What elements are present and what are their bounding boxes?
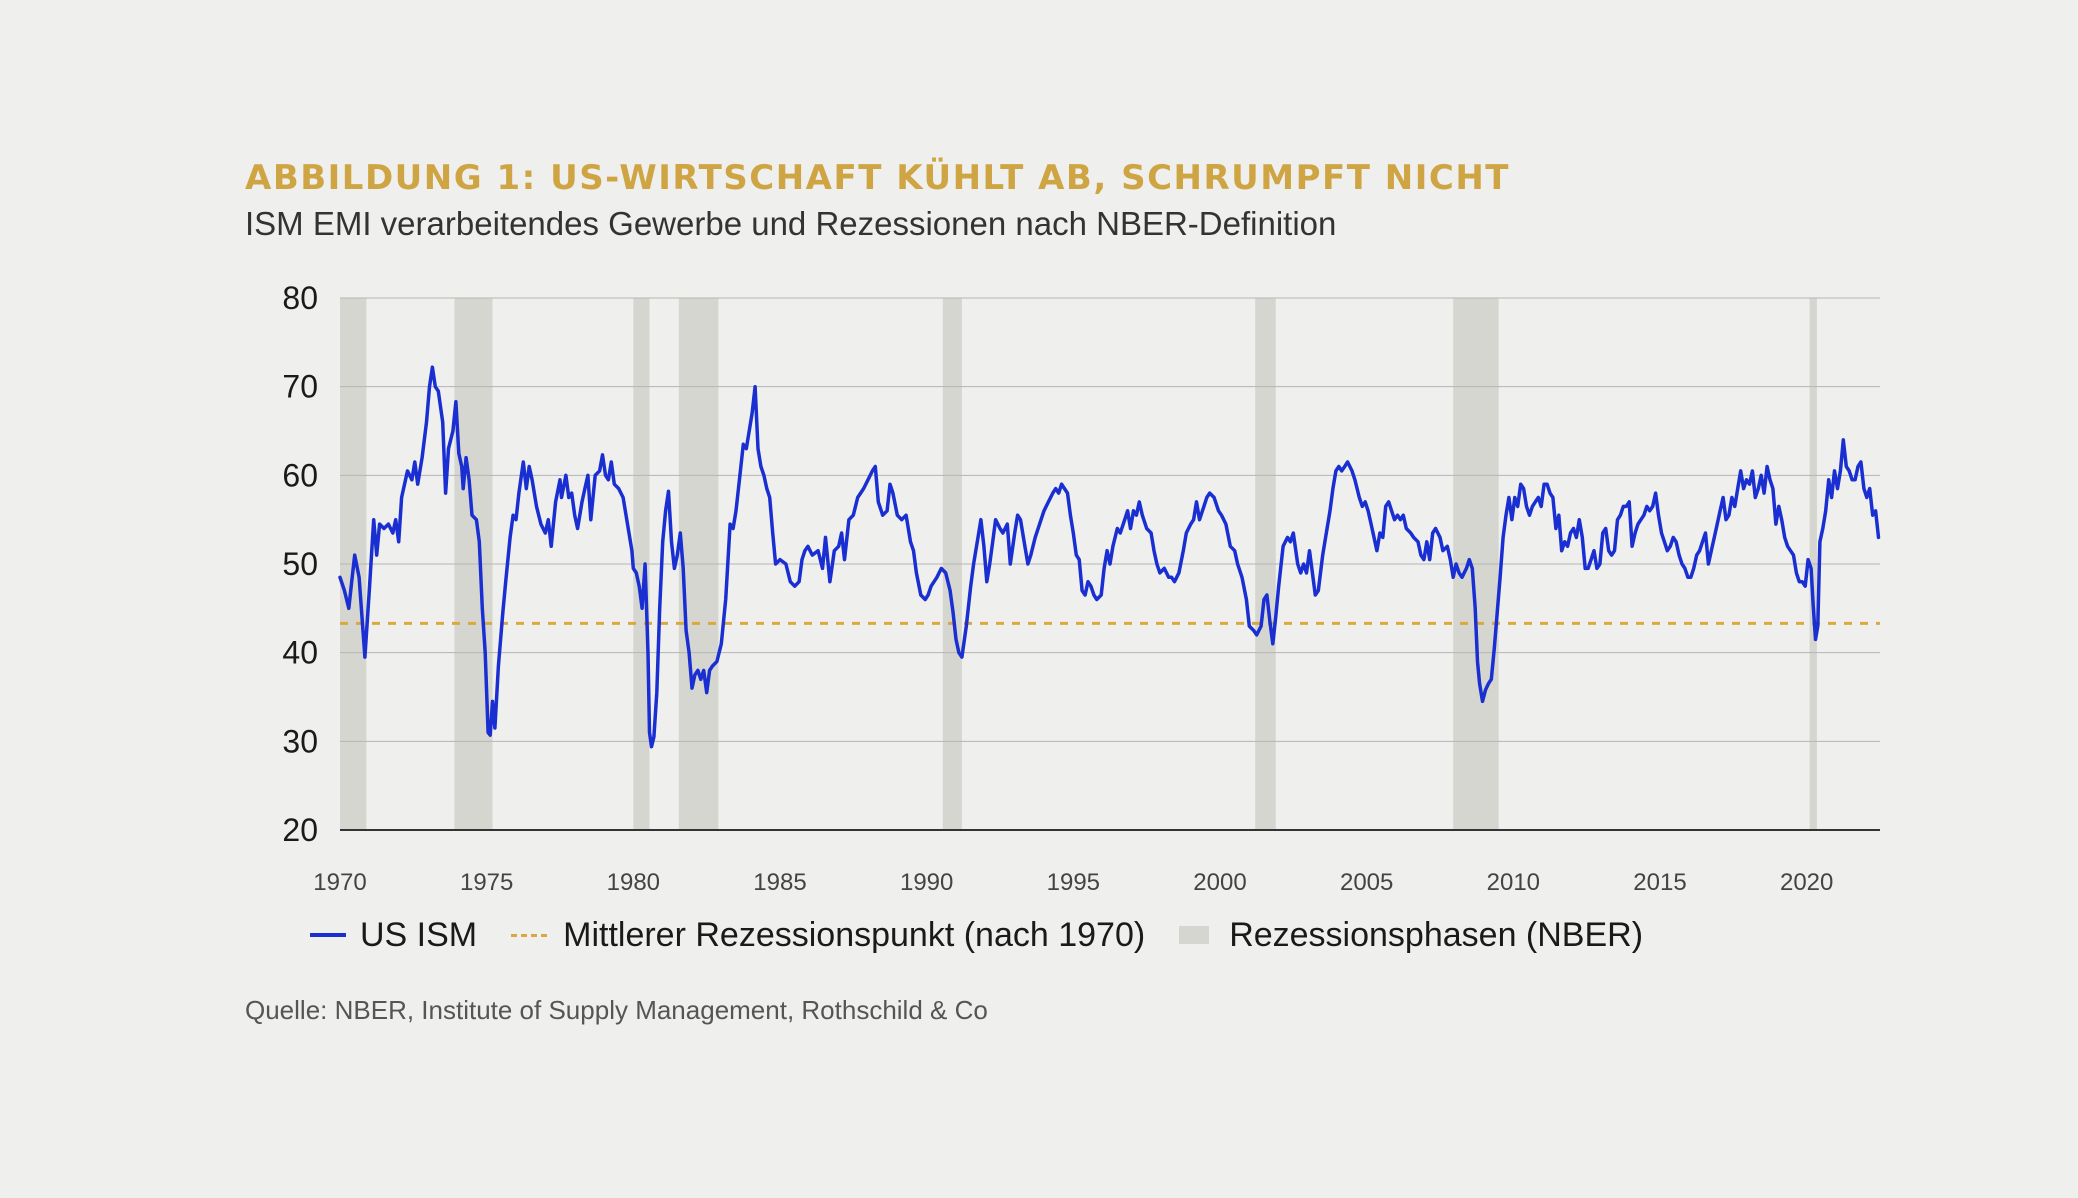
ism-series (338, 365, 1881, 749)
y-tick-label: 50 (282, 546, 318, 582)
chart-subtitle: ISM EMI verarbeitendes Gewerbe und Rezes… (245, 205, 1337, 242)
chart-title: ABBILDUNG 1: US-WIRTSCHAFT KÜHLT AB, SCH… (245, 158, 1510, 198)
x-tick-label: 1985 (753, 869, 806, 896)
x-tick-label: 2015 (1633, 869, 1686, 896)
y-tick-label: 40 (282, 635, 318, 671)
legend-swatch-recession (1179, 926, 1210, 944)
legend-label-mean: Mittlerer Rezessionspunkt (nach 1970) (563, 915, 1146, 954)
y-tick-label: 70 (282, 369, 318, 405)
legend-label-ism: US ISM (360, 915, 478, 954)
x-tick-label: 1990 (900, 869, 953, 896)
ism-series-line (338, 365, 1881, 749)
legend-item-ism: US ISM (310, 916, 477, 955)
legend-swatch-ism (310, 933, 346, 937)
y-tick-label: 60 (282, 457, 318, 493)
x-tick-label: 2005 (1340, 869, 1393, 896)
y-tick-label: 30 (282, 723, 318, 759)
y-tick-label: 80 (282, 280, 318, 316)
y-tick-label: 20 (282, 812, 318, 848)
legend-label-recession: Rezessionsphasen (NBER) (1229, 915, 1644, 954)
axes: 20 30 40 50 60 70 80 1970 1975 1980 1985 1990 1995 20… (282, 280, 1880, 896)
legend-swatch-mean (511, 933, 548, 937)
x-tick-label: 2010 (1487, 869, 1540, 896)
x-tick-label: 1975 (460, 869, 513, 896)
x-tick-label: 1980 (607, 869, 660, 896)
x-tick-label: 1970 (313, 869, 366, 896)
x-tick-label: 2000 (1193, 869, 1246, 896)
legend-item-mean: Mittlerer Rezessionspunkt (nach 1970) (511, 916, 1145, 955)
legend-item-recession: Rezessionsphasen (NBER) (1179, 916, 1643, 955)
grid-lines (340, 297, 1880, 742)
x-tick-label: 1995 (1047, 869, 1100, 896)
source-note: Quelle: NBER, Institute of Supply Manage… (245, 995, 988, 1025)
legend: US ISM Mittlerer Rezessionspunkt (nach 1… (310, 912, 1677, 958)
x-tick-label: 2020 (1780, 869, 1833, 896)
